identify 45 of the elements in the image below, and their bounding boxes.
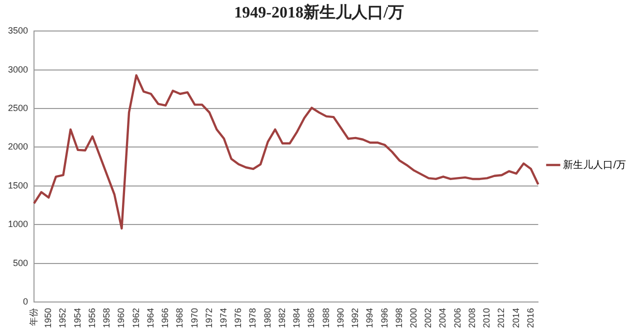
- x-tick-label: 1998: [394, 308, 404, 328]
- y-tick-label: 2500: [8, 103, 28, 114]
- x-tick-label: 1972: [204, 308, 214, 328]
- x-tick-label: 1996: [379, 308, 390, 328]
- x-tick-label: 1958: [102, 308, 112, 328]
- x-tick-label: 1988: [320, 308, 331, 328]
- x-tick-label: 1956: [86, 308, 97, 328]
- x-tick-label: 1984: [292, 308, 302, 328]
- y-tick-label: 2000: [8, 142, 28, 152]
- y-tick-label: 0: [23, 296, 28, 306]
- x-tick-label: 1982: [276, 308, 287, 328]
- x-tick-label: 2004: [438, 308, 448, 328]
- x-tick-label: 1978: [248, 308, 258, 328]
- x-tick-label: 2006: [452, 308, 462, 328]
- x-tick-label: 2012: [496, 308, 506, 328]
- x-tick-label: 2014: [510, 308, 521, 328]
- x-tick-label: 1994: [364, 308, 375, 328]
- x-tick-label: 年份: [28, 308, 39, 326]
- x-tick-label: 1976: [233, 308, 244, 328]
- x-tick-label: 1992: [350, 308, 360, 328]
- y-tick-label: 3500: [8, 26, 28, 36]
- x-tick-label: 1970: [189, 308, 200, 328]
- x-tick-label: 1954: [72, 308, 82, 328]
- x-tick-label: 1986: [306, 308, 316, 328]
- y-tick-label: 500: [12, 258, 28, 268]
- x-tick-label: 1966: [160, 308, 170, 328]
- x-tick-label: 1962: [130, 308, 141, 328]
- y-tick-label: 3000: [8, 64, 28, 74]
- x-tick-label: 2000: [408, 308, 418, 328]
- x-tick-label: 1980: [262, 308, 272, 328]
- x-tick-label: 2008: [466, 308, 477, 328]
- x-tick-label: 1950: [43, 308, 54, 328]
- y-tick-label: 1000: [8, 219, 28, 230]
- legend-label: 新生儿人口/万: [563, 158, 626, 171]
- y-tick-label: 1500: [8, 180, 28, 190]
- chart-title: 1949-2018新生儿人口/万: [234, 4, 404, 22]
- x-tick-label: 1952: [58, 308, 68, 328]
- x-tick-label: 1974: [218, 308, 228, 328]
- x-tick-label: 2016: [525, 308, 536, 328]
- x-tick-label: 2002: [423, 308, 434, 328]
- x-tick-label: 1990: [335, 308, 346, 328]
- x-tick-label: 1968: [174, 308, 185, 328]
- x-tick-label: 1964: [145, 308, 156, 328]
- x-tick-label: 1960: [116, 308, 126, 328]
- x-tick-label: 2010: [482, 308, 492, 328]
